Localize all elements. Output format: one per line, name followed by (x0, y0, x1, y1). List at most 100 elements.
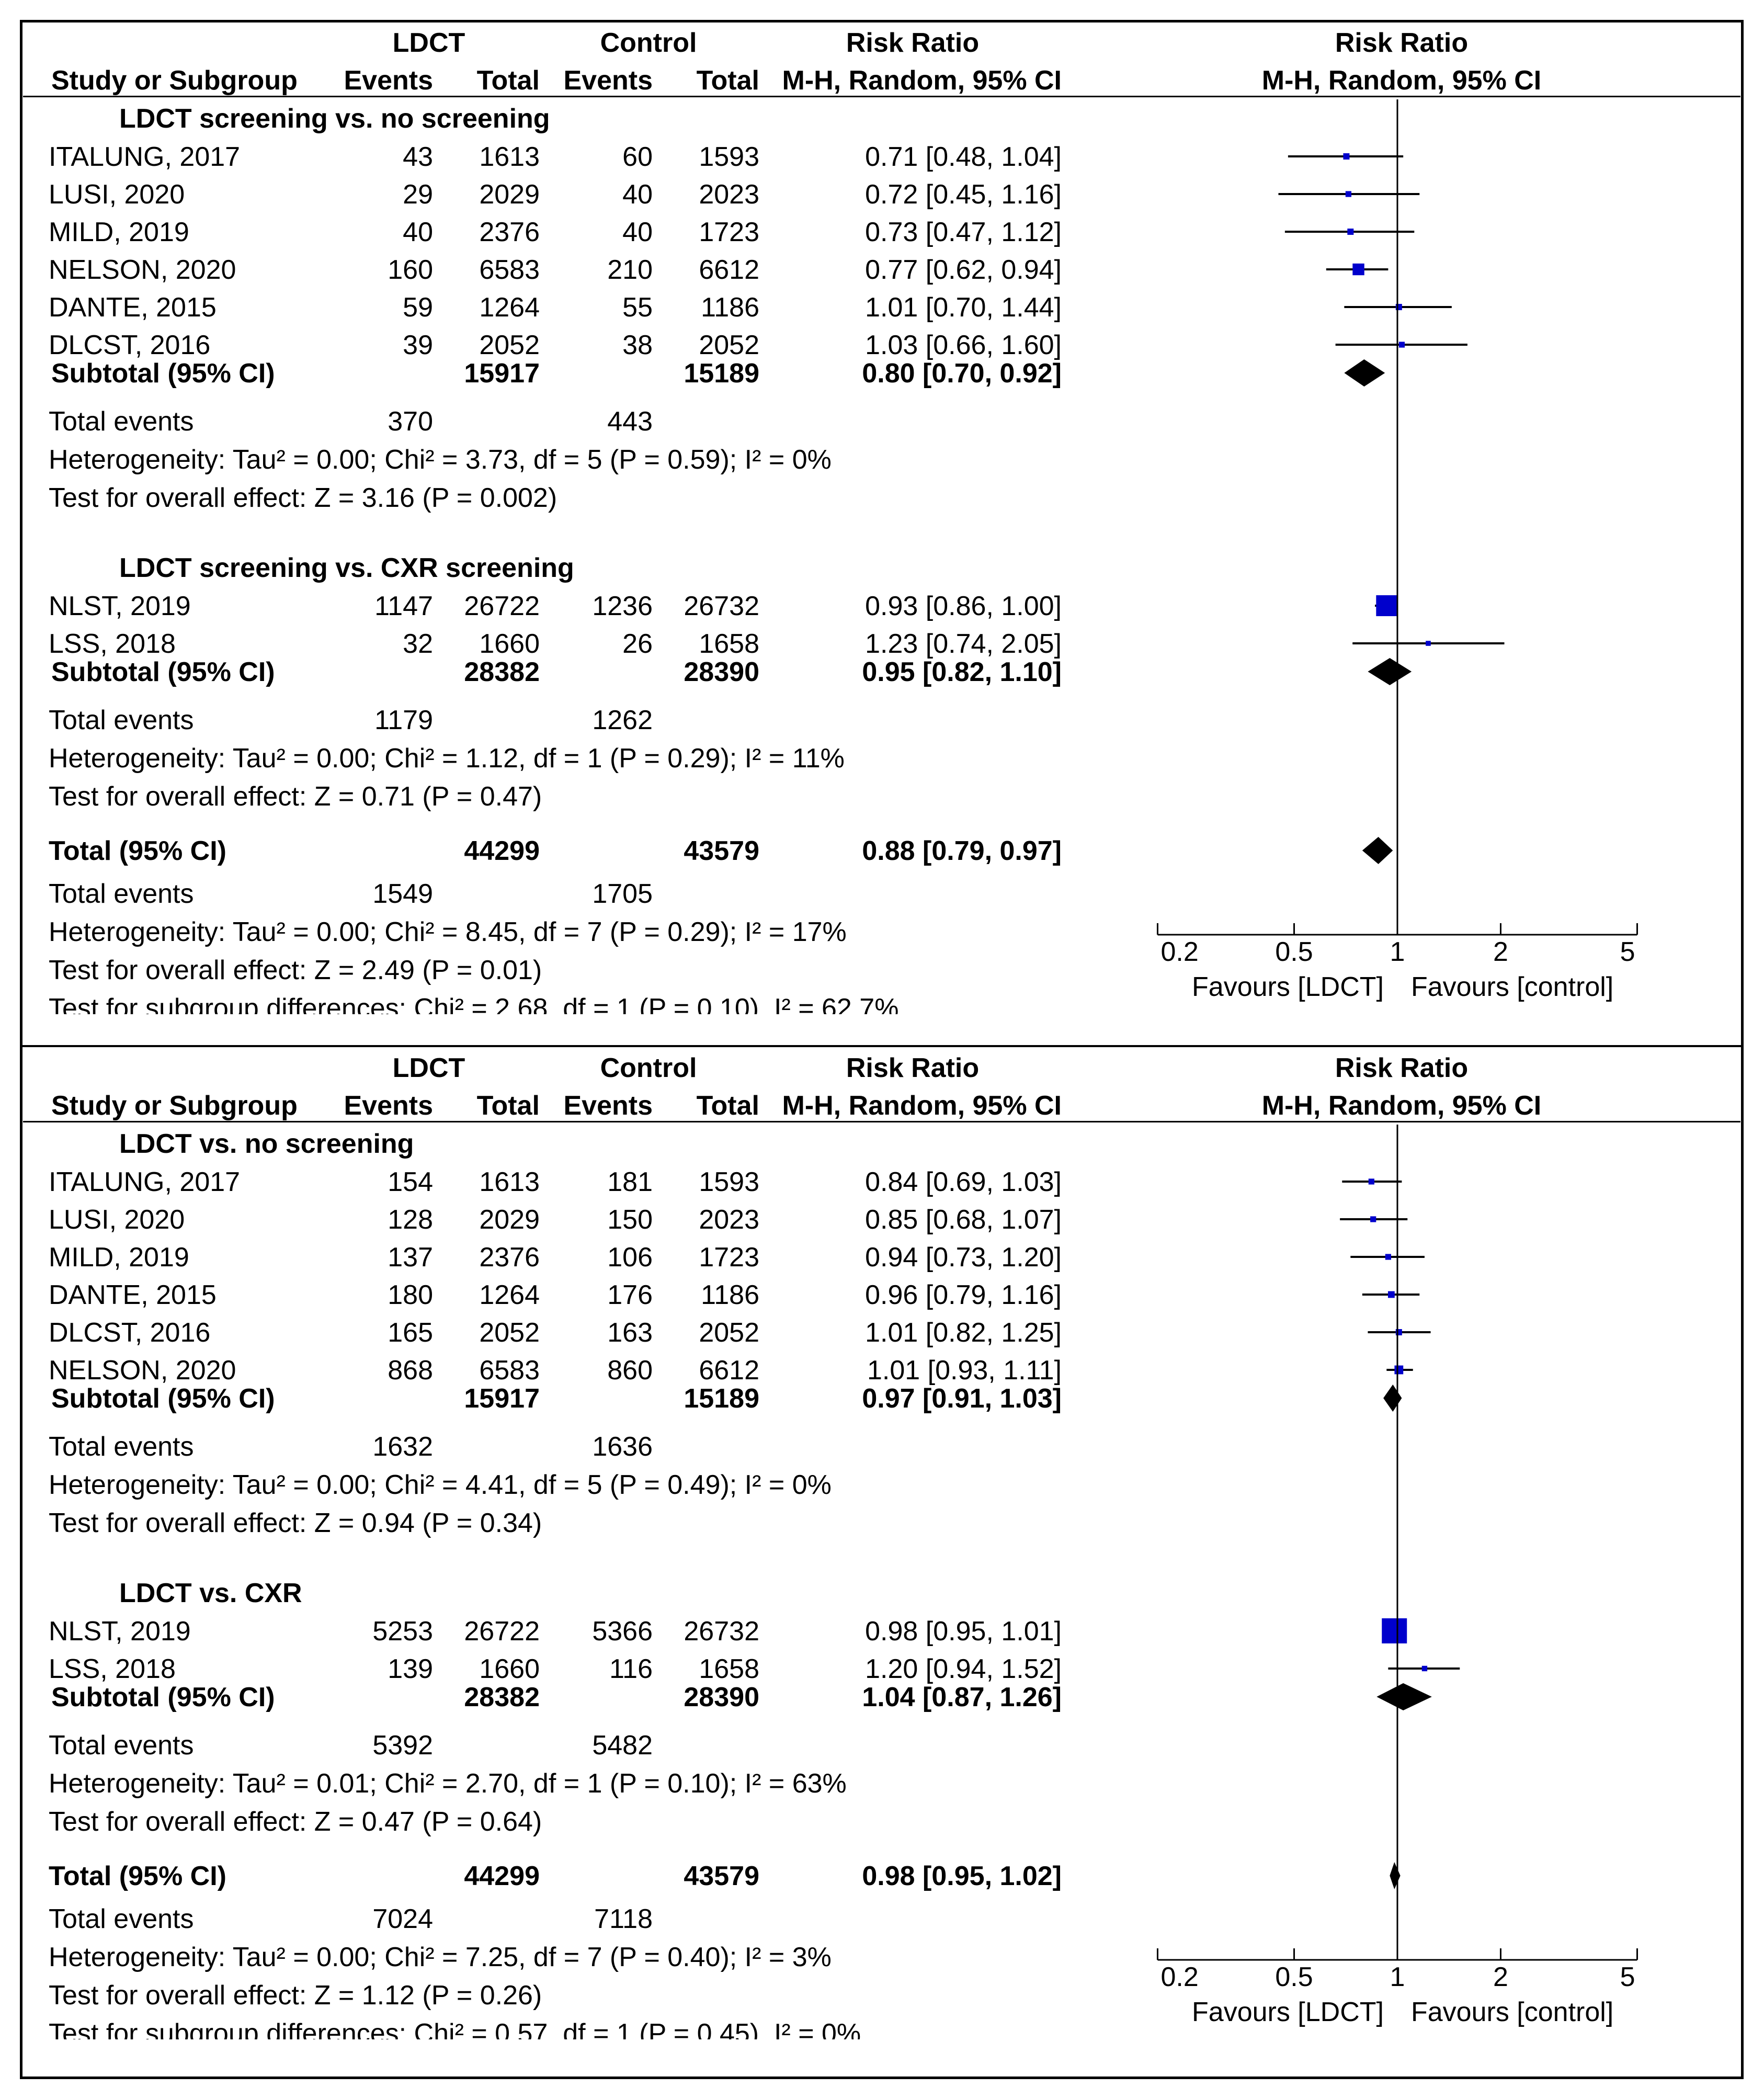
study-name: ITALUNG, 2017 (49, 1167, 241, 1197)
study-name: DLCST, 2016 (49, 330, 211, 360)
study-risk-ratio-ci: 0.73 [0.47, 1.12] (865, 217, 1062, 247)
subtotal-ldct-total: 15917 (464, 358, 540, 389)
x-axis-tick-label: 5 (1620, 937, 1635, 967)
overall-total-events-control: 1705 (592, 879, 653, 909)
study-control-total: 26732 (684, 1616, 759, 1647)
overall-total-events-ldct: 1549 (372, 879, 433, 909)
favours-control-label: Favours [control] (1411, 972, 1614, 1002)
header-rule (23, 96, 1740, 97)
subgroup-differences-text: Test for subgroup differences: Chi² = 0.… (49, 2018, 861, 2039)
total-diamond (1390, 1862, 1401, 1889)
study-control-events: 860 (607, 1355, 653, 1386)
header-ldct-events: Events (344, 1091, 433, 1121)
total-control-total: 43579 (684, 836, 759, 866)
study-risk-ratio-ci: 1.01 [0.70, 1.44] (865, 292, 1062, 323)
total-ldct-total: 44299 (464, 836, 540, 866)
study-ldct-total: 2376 (479, 217, 540, 247)
header-method-right: M-H, Random, 95% CI (1261, 65, 1542, 96)
study-name: DANTE, 2015 (49, 1280, 217, 1310)
study-ldct-events: 32 (403, 629, 433, 659)
study-ldct-total: 2376 (479, 1242, 540, 1273)
study-risk-ratio-ci: 0.96 [0.79, 1.16] (865, 1280, 1062, 1310)
subtotal-diamond (1383, 1385, 1402, 1412)
x-axis-tick-label: 2 (1493, 937, 1508, 967)
header-control-events: Events (563, 1091, 653, 1121)
study-control-total: 1186 (701, 292, 759, 323)
study-ldct-events: 180 (388, 1280, 433, 1310)
study-ldct-events: 165 (388, 1318, 433, 1348)
subtotal-risk-ratio-ci: 0.95 [0.82, 1.10] (862, 657, 1062, 687)
study-ldct-events: 40 (403, 217, 433, 247)
study-name: LUSI, 2020 (49, 179, 185, 210)
study-point-estimate-marker (1387, 1291, 1395, 1298)
study-risk-ratio-ci: 1.23 [0.74, 2.05] (865, 629, 1062, 659)
overall-effect-total-text: Test for overall effect: Z = 2.49 (P = 0… (49, 955, 542, 985)
study-point-estimate-marker (1347, 229, 1354, 235)
study-control-total: 1658 (699, 1654, 759, 1684)
study-control-total: 6612 (699, 255, 759, 285)
study-control-total: 1723 (699, 217, 759, 247)
subtotal-control-total: 15189 (684, 358, 759, 389)
study-point-estimate-marker (1343, 153, 1350, 160)
subtotal-ldct-total: 28382 (464, 657, 540, 687)
study-control-events: 163 (607, 1318, 653, 1348)
x-axis-tick-label: 0.2 (1160, 1962, 1198, 1992)
study-ldct-events: 139 (388, 1654, 433, 1684)
total-control-total: 43579 (684, 1861, 759, 1891)
subtotal-label: Subtotal (95% CI) (51, 358, 275, 389)
header-method-left: M-H, Random, 95% CI (782, 1091, 1062, 1121)
overall-heterogeneity-text: Heterogeneity: Tau² = 0.00; Chi² = 7.25,… (49, 1942, 832, 1972)
study-point-estimate-marker (1385, 1254, 1391, 1260)
overall-effect-text: Test for overall effect: Z = 0.94 (P = 0… (49, 1508, 542, 1538)
study-control-events: 1236 (592, 591, 653, 621)
overall-total-events-label: Total events (49, 1904, 194, 1934)
subtotal-label: Subtotal (95% CI) (51, 1682, 275, 1712)
study-ldct-events: 160 (388, 255, 433, 285)
study-ldct-events: 5253 (372, 1616, 433, 1647)
favours-ldct-label: Favours [LDCT] (1192, 1997, 1384, 2027)
study-ldct-total: 26722 (464, 1616, 540, 1647)
study-name: DANTE, 2015 (49, 292, 217, 323)
total-diamond (1362, 837, 1393, 864)
overall-effect-text: Test for overall effect: Z = 0.71 (P = 0… (49, 781, 542, 812)
subtotal-control-total: 15189 (684, 1383, 759, 1414)
study-risk-ratio-ci: 1.20 [0.94, 1.52] (865, 1654, 1062, 1684)
heterogeneity-text: Heterogeneity: Tau² = 0.00; Chi² = 4.41,… (49, 1470, 832, 1500)
heterogeneity-text: Heterogeneity: Tau² = 0.00; Chi² = 1.12,… (49, 743, 845, 774)
total-events-label: Total events (49, 705, 194, 735)
study-control-events: 181 (607, 1167, 653, 1197)
x-axis-tick-label: 1 (1390, 1962, 1405, 1992)
header-group-control: Control (600, 28, 697, 58)
study-point-estimate-marker (1376, 595, 1397, 616)
total-events-ldct: 370 (388, 406, 433, 437)
subtotal-diamond (1368, 658, 1412, 685)
study-risk-ratio-ci: 0.94 [0.73, 1.20] (865, 1242, 1062, 1273)
header-control-total: Total (696, 1091, 759, 1121)
x-axis-tick-label: 5 (1620, 1962, 1635, 1992)
study-risk-ratio-ci: 0.85 [0.68, 1.07] (865, 1205, 1062, 1235)
study-point-estimate-marker (1345, 191, 1352, 197)
header-study-or-subgroup: Study or Subgroup (51, 65, 298, 96)
x-axis-tick-label: 2 (1493, 1962, 1508, 1992)
study-name: LUSI, 2020 (49, 1205, 185, 1235)
panel-separator (20, 1045, 1744, 1047)
header-study-or-subgroup: Study or Subgroup (51, 1091, 298, 1121)
study-ldct-total: 1660 (479, 1654, 540, 1684)
study-ldct-total: 6583 (479, 255, 540, 285)
study-risk-ratio-ci: 0.71 [0.48, 1.04] (865, 142, 1062, 172)
total-events-ldct: 5392 (372, 1730, 433, 1761)
study-name: ITALUNG, 2017 (49, 142, 241, 172)
study-name: NLST, 2019 (49, 1616, 191, 1647)
total-events-control: 1636 (592, 1432, 653, 1462)
study-name: NELSON, 2020 (49, 255, 236, 285)
study-control-total: 1186 (701, 1280, 759, 1310)
header-control-events: Events (563, 65, 653, 96)
subtotal-control-total: 28390 (684, 657, 759, 687)
study-control-total: 1593 (699, 1167, 759, 1197)
study-control-total: 6612 (699, 1355, 759, 1386)
subtotal-risk-ratio-ci: 0.97 [0.91, 1.03] (862, 1383, 1062, 1414)
total-events-control: 443 (607, 406, 653, 437)
total-label: Total (95% CI) (49, 1861, 226, 1891)
study-ldct-events: 39 (403, 330, 433, 360)
